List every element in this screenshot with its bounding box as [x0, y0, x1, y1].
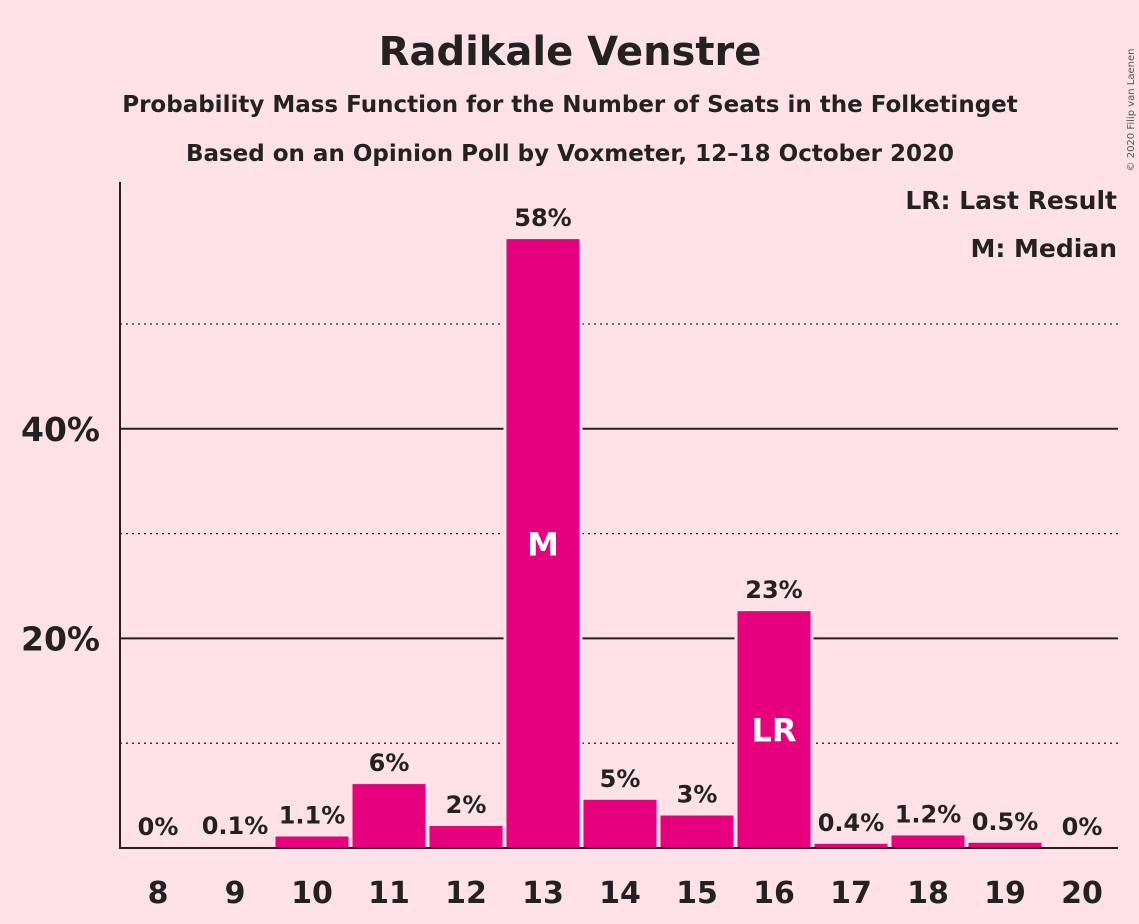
- bar-seats-12: [429, 825, 503, 848]
- data-label: 2%: [446, 791, 487, 819]
- bar-seats-14: [583, 799, 657, 848]
- bars: [195, 236, 1045, 848]
- data-label: 1.2%: [895, 800, 962, 828]
- x-tick-label: 8: [148, 876, 169, 911]
- data-label: 3%: [677, 781, 718, 809]
- chart-title: Radikale Venstre: [379, 29, 762, 75]
- x-tick-label: 20: [1061, 876, 1103, 911]
- bar-seats-18: [891, 835, 965, 848]
- x-tick-label: 17: [830, 876, 872, 911]
- bar-seats-16: [737, 611, 811, 848]
- x-tick-label: 13: [522, 876, 564, 911]
- bar-seats-17: [814, 843, 888, 848]
- legend-last-result: LR: Last Result: [905, 186, 1117, 215]
- bar-annotation: M: [527, 526, 559, 564]
- data-label: 1.1%: [279, 801, 346, 829]
- bar-seats-10: [275, 836, 349, 848]
- x-tick-label: 19: [984, 876, 1026, 911]
- data-label: 6%: [369, 749, 410, 777]
- x-tick-label: 18: [907, 876, 949, 911]
- data-label: 5%: [600, 765, 641, 793]
- bar-seats-19: [968, 842, 1042, 848]
- x-tick-label: 15: [676, 876, 718, 911]
- bar-halo: [195, 843, 275, 848]
- data-label: 0%: [1062, 813, 1103, 841]
- bar-annotation: LR: [751, 712, 796, 750]
- legend-median: M: Median: [970, 234, 1117, 263]
- data-label: 23%: [745, 576, 802, 604]
- bar-seats-15: [660, 815, 734, 848]
- x-tick-label: 16: [753, 876, 795, 911]
- x-tick-label: 12: [445, 876, 487, 911]
- y-tick-label: 20%: [21, 619, 100, 658]
- gridlines: [120, 323, 1118, 744]
- chart-subtitle: Probability Mass Function for the Number…: [122, 92, 1018, 118]
- bar-seats-13: [506, 239, 580, 848]
- bar-seats-11: [352, 784, 426, 848]
- copyright-notice: © 2020 Filip van Laenen: [1126, 49, 1137, 172]
- data-label: 0.1%: [202, 812, 269, 840]
- data-label: 58%: [514, 204, 571, 232]
- x-tick-label: 10: [291, 876, 333, 911]
- x-tick-label: 11: [368, 876, 410, 911]
- axes: 20% 40% 8 9 10 11 12 13 14 15 16 17 18 19 20: [21, 182, 1118, 911]
- data-label: 0.4%: [818, 809, 885, 837]
- data-labels: 0% 0.1% 1.1% 6% 2% 58% M 5% 3% 23% LR 0.4% 1.2% 0.5% 0…: [138, 204, 1103, 841]
- y-tick-label: 40%: [21, 410, 100, 449]
- data-label: 0%: [138, 813, 179, 841]
- data-label: 0.5%: [972, 808, 1039, 836]
- x-tick-label: 9: [225, 876, 246, 911]
- x-tick-label: 14: [599, 876, 641, 911]
- chart-subtitle-poll: Based on an Opinion Poll by Voxmeter, 12…: [186, 141, 954, 167]
